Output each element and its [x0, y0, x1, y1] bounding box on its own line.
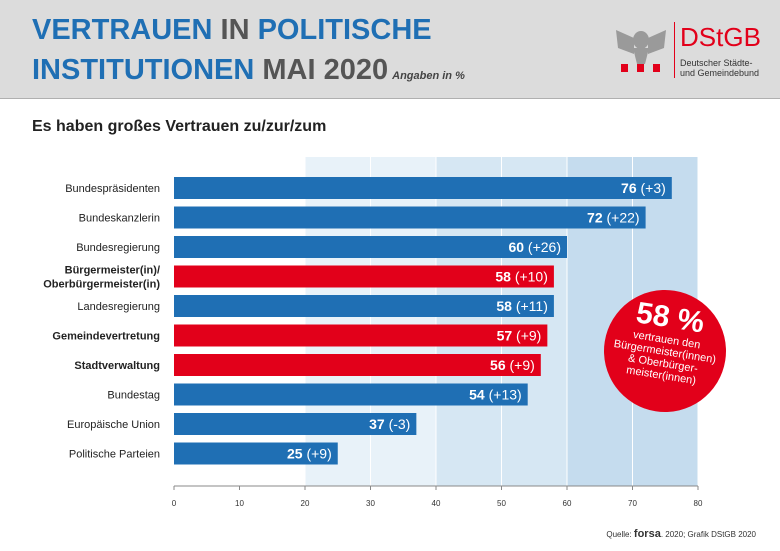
title-line-1: VERTRAUEN IN POLITISCHE	[32, 14, 432, 46]
data-label-1: 72 (+22)	[587, 210, 640, 226]
source-suffix: . 2020; Grafik DStGB 2020	[660, 530, 756, 539]
x-tick-label-5: 50	[497, 499, 506, 508]
category-label-8: Europäische Union	[67, 419, 160, 431]
data-label-7: 54 (+13)	[469, 387, 522, 403]
x-tick-label-7: 70	[628, 499, 637, 508]
source-brand: forsa	[633, 528, 661, 540]
title-line-2: INSTITUTIONEN MAI 2020 Angaben in %	[32, 54, 465, 92]
x-tick-label-6: 60	[563, 499, 572, 508]
category-label-5: Gemeindevertretung	[52, 331, 160, 343]
data-label-2: 60 (+26)	[508, 239, 561, 255]
category-label-7: Bundestag	[107, 390, 160, 402]
bar-9	[174, 442, 338, 465]
x-tick-label-2: 20	[301, 499, 310, 508]
category-label-0: Bundespräsidenten	[65, 183, 160, 195]
source-note: Quelle: forsa. 2020; Grafik DStGB 2020	[606, 528, 756, 540]
data-label-8: 37 (-3)	[369, 416, 410, 432]
eagle-icon	[616, 30, 666, 72]
title-word-vertrauen: VERTRAUEN	[32, 14, 213, 46]
x-tick-label-8: 80	[694, 499, 703, 508]
data-label-4: 58 (+11)	[496, 298, 548, 314]
dstgb-logo: DStGB Deutscher Städte- und Gemeindebund	[612, 20, 762, 80]
x-tick-label-0: 0	[172, 499, 177, 508]
unit-note: Angaben in %	[392, 70, 465, 82]
category-label-9: Politische Parteien	[69, 449, 160, 461]
header-band: VERTRAUEN IN POLITISCHE INSTITUTIONEN MA…	[0, 0, 780, 99]
bar-3	[174, 265, 554, 288]
category-label-1: Bundeskanzlerin	[79, 213, 160, 225]
data-label-3: 58 (+10)	[495, 269, 548, 285]
data-label-0: 76 (+3)	[621, 180, 666, 196]
category-label-3: Bürgermeister(in)/Oberbürgermeister(in)	[43, 265, 160, 291]
bar-7	[174, 383, 528, 406]
title-word-in: IN	[212, 14, 258, 46]
bar-8	[174, 413, 417, 435]
data-label-9: 25 (+9)	[287, 446, 332, 462]
source-prefix: Quelle:	[606, 530, 634, 539]
title-word-date: MAI 2020	[254, 54, 389, 86]
logo-subtitle-2: und Gemeindebund	[680, 68, 760, 78]
x-tick-label-4: 40	[432, 499, 441, 508]
logo-subtitle-1: Deutscher Städte-	[680, 58, 753, 68]
category-label-2: Bundesregierung	[76, 242, 160, 254]
logo-divider	[674, 22, 675, 78]
category-label-6: Stadtverwaltung	[74, 360, 160, 372]
bar-1	[174, 206, 646, 229]
category-label-4: Landesregierung	[77, 301, 160, 313]
bar-5	[174, 324, 548, 347]
chart-subtitle: Es haben großes Vertrauen zu/zur/zum	[32, 118, 327, 135]
bar-6	[174, 354, 541, 376]
data-label-5: 57 (+9)	[497, 328, 542, 344]
title-word-institutionen: INSTITUTIONEN	[32, 54, 255, 86]
bar-2	[174, 236, 567, 258]
x-tick-label-3: 30	[366, 499, 375, 508]
logo-name: DStGB	[680, 22, 761, 52]
data-label-6: 56 (+9)	[490, 357, 535, 373]
x-tick-label-1: 10	[235, 499, 244, 508]
bar-4	[174, 295, 554, 317]
bar-0	[174, 177, 672, 199]
title-word-politische: POLITISCHE	[257, 14, 432, 46]
